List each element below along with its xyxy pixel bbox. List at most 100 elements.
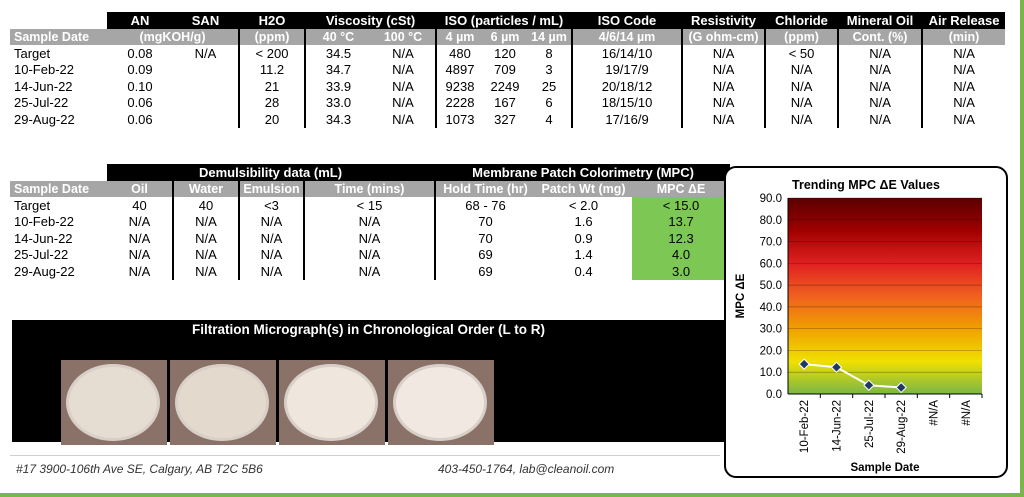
table-cell: 33.9 — [304, 78, 371, 95]
patch-wt-subheader: Patch Wt (mg) — [535, 181, 633, 197]
table-cell: N/A — [238, 230, 304, 247]
table-cell: 20 — [238, 111, 305, 128]
table-cell: 40 — [172, 197, 239, 214]
filter-disc-3 — [284, 364, 378, 441]
table-row: 25-Jul-22 N/A N/A N/A N/A 69 1.4 4.0 — [10, 246, 731, 263]
table-cell: N/A — [837, 45, 923, 62]
table-cell: N/A — [302, 263, 436, 280]
data-point — [895, 381, 907, 394]
visc-100-subheader: 100 °C — [371, 29, 437, 45]
h2o-header: H2O — [238, 12, 305, 29]
table-row: Target 40 40 <3 < 15 68 - 76 < 2.0 < 15.0 — [10, 197, 731, 214]
table-cell: N/A — [681, 61, 766, 78]
time-subheader: Time (mins) — [302, 181, 436, 197]
table-cell: 25 — [541, 78, 557, 94]
iso-code-header: ISO Code — [571, 12, 683, 29]
table-cell: N/A — [172, 263, 239, 280]
visc-40-subheader: 40 °C — [304, 29, 371, 45]
sample-date-cell: 10-Feb-22 — [14, 214, 74, 230]
water-subheader: Water — [172, 181, 239, 197]
table-cell: N/A — [392, 95, 414, 111]
sample-date-cell: 29-Aug-22 — [14, 111, 75, 127]
table-cell: 480 — [435, 45, 484, 62]
table-cell: 1.4 — [574, 247, 593, 263]
table-cell: 18/15/10 — [571, 94, 683, 111]
table-cell: 4897 — [435, 61, 484, 78]
y-tick-label: 0.0 — [766, 389, 782, 401]
table-cell: 0.09 — [127, 62, 153, 78]
table-cell: N/A — [128, 263, 151, 279]
iso-4um-subheader: 4 µm — [435, 29, 484, 45]
table-cell: 69 — [434, 263, 536, 280]
sample-date-cell: 25-Jul-22 — [14, 247, 69, 263]
table-cell: 17/16/9 — [571, 111, 683, 128]
mineral-oil-unit-subheader: Cont. (%) — [837, 29, 923, 45]
table-cell: 8 — [545, 45, 553, 61]
hold-time-subheader: Hold Time (hr) — [434, 181, 536, 197]
x-tick-label: #N/A — [929, 400, 941, 426]
table-cell: < 50 — [764, 45, 839, 62]
x-tick-label: 10-Feb-22 — [799, 400, 811, 453]
table-cell: N/A — [172, 213, 239, 230]
table-cell: <3 — [238, 197, 304, 214]
data-point — [863, 379, 875, 391]
table-cell: N/A — [238, 263, 304, 280]
table-cell — [173, 111, 239, 128]
micrograph-strip — [12, 338, 725, 445]
sample-date-subheader: Sample Date — [10, 181, 107, 197]
table-cell: 0.4 — [574, 263, 593, 279]
table-cell: N/A — [128, 247, 151, 263]
sample-date-cell: 14-Jun-22 — [14, 230, 73, 246]
mpc-de-cell: 4.0 — [632, 246, 731, 263]
iso-6um-subheader: 6 µm — [483, 29, 528, 45]
table-cell: 34.5 — [304, 45, 371, 62]
chart-title: Trending MPC ΔE Values — [792, 178, 940, 192]
footer-address: #17 3900-106th Ave SE, Calgary, AB T2C 5… — [16, 462, 263, 476]
table-cell: 9238 — [435, 78, 484, 95]
micrograph-4 — [388, 360, 494, 445]
air-release-unit-subheader: (min) — [921, 29, 1006, 45]
series-line — [804, 363, 902, 389]
footer-divider — [10, 455, 720, 456]
table-cell: N/A — [764, 61, 839, 78]
mineral-oil-header: Mineral Oil — [837, 12, 923, 29]
table-row: 14-Jun-22 N/A N/A N/A N/A 70 0.9 12.3 — [10, 230, 731, 247]
x-tick-label: 14-Jun-22 — [832, 400, 844, 452]
data-point — [798, 358, 810, 370]
micrograph-3 — [279, 360, 385, 445]
table-cell: 0.9 — [574, 230, 593, 246]
table-cell: N/A — [837, 94, 923, 111]
resistivity-unit-subheader: (G ohm-cm) — [681, 29, 766, 45]
table-row: 10-Feb-22 0.09 11.2 34.7 N/A 4897 709 3 19/17/9 N… — [10, 61, 1006, 78]
micrograph-2 — [170, 360, 276, 445]
demulsibility-mpc-rows: Target 40 40 <3 < 15 68 - 76 < 2.0 < 15.0 10-Feb… — [10, 197, 731, 280]
table-cell: 1073 — [435, 111, 484, 128]
iso-14um-subheader: 14 µm — [527, 29, 573, 45]
table-cell: N/A — [921, 61, 1006, 78]
table-cell: 19/17/9 — [571, 61, 683, 78]
data-point — [830, 361, 843, 373]
x-tick-label: 25-Jul-22 — [864, 400, 876, 448]
table-cell: 16/14/10 — [571, 45, 683, 62]
table-cell: 1.6 — [574, 214, 593, 230]
mpc-de-cell: < 15.0 — [632, 197, 731, 214]
iso-particles-header: ISO (particles / mL) — [435, 12, 573, 29]
y-tick-label: 60.0 — [760, 258, 782, 270]
table-cell: N/A — [238, 246, 304, 263]
y-tick-label: 70.0 — [760, 237, 782, 249]
table-cell: 327 — [494, 111, 516, 127]
table-cell: 167 — [494, 95, 516, 111]
filter-disc-4 — [393, 364, 487, 441]
table-cell: N/A — [194, 45, 217, 61]
air-release-header: Air Release — [921, 12, 1006, 29]
resistivity-header: Resistivity — [681, 12, 766, 29]
table-cell: N/A — [921, 94, 1006, 111]
table-cell: N/A — [764, 94, 839, 111]
table-cell: 0.08 — [127, 45, 153, 61]
table-cell: < 200 — [238, 45, 305, 62]
table-cell: 0.06 — [127, 95, 153, 111]
table-cell: 11.2 — [238, 61, 305, 78]
table-cell: 68 - 76 — [434, 197, 536, 214]
y-tick-label: 10.0 — [760, 367, 782, 379]
